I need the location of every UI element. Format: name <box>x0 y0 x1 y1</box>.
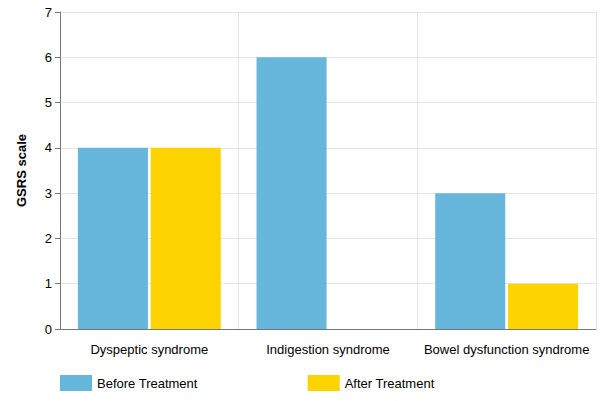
svg-text:After Treatment: After Treatment <box>345 376 435 391</box>
svg-text:Dyspeptic syndrome: Dyspeptic syndrome <box>90 342 208 357</box>
svg-text:0: 0 <box>45 322 52 337</box>
svg-text:7: 7 <box>45 5 52 20</box>
svg-text:4: 4 <box>45 140 52 155</box>
svg-text:3: 3 <box>45 186 52 201</box>
svg-text:2: 2 <box>45 231 52 246</box>
svg-text:Indigestion syndrome: Indigestion syndrome <box>266 342 390 357</box>
svg-text:Bowel dysfunction syndrome: Bowel dysfunction syndrome <box>424 342 589 357</box>
svg-text:Before Treatment: Before Treatment <box>97 376 198 391</box>
svg-text:6: 6 <box>45 50 52 65</box>
svg-text:1: 1 <box>45 276 52 291</box>
svg-text:GSRS scale: GSRS scale <box>14 134 29 207</box>
svg-text:5: 5 <box>45 95 52 110</box>
